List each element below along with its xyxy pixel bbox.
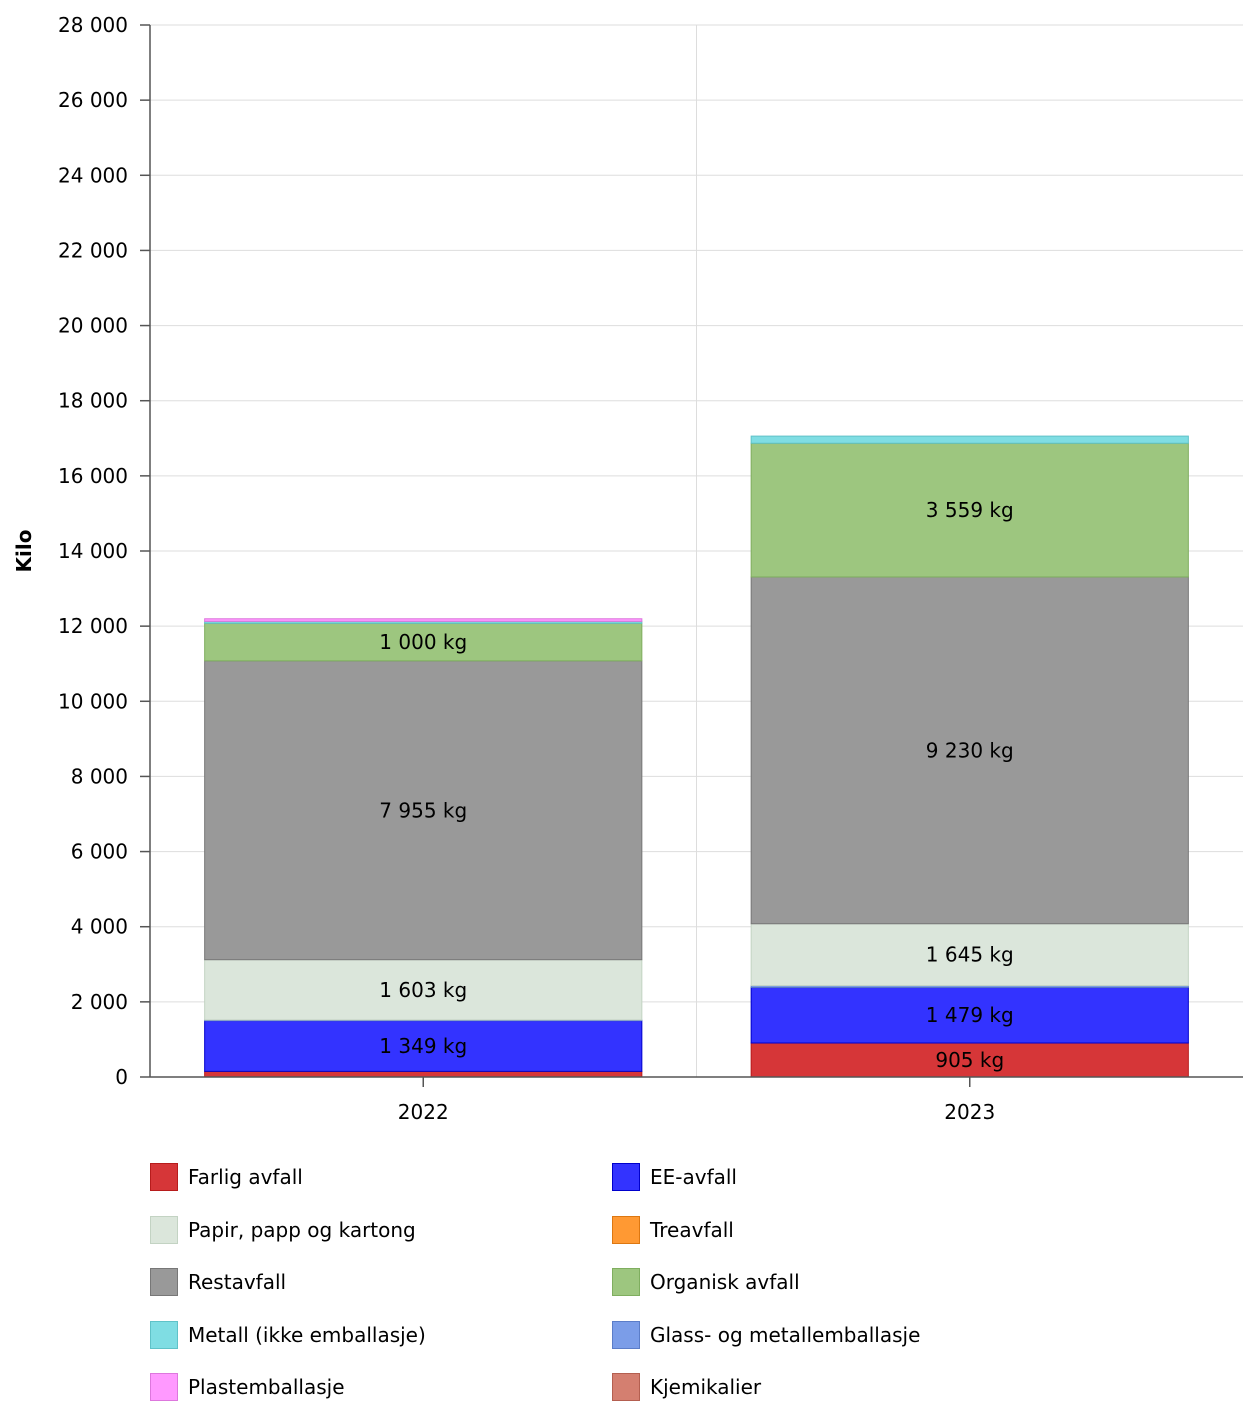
y-tick-label: 10 000 xyxy=(58,689,128,713)
legend-item[interactable]: EE-avfall xyxy=(612,1160,737,1194)
bar-segment xyxy=(204,660,643,961)
legend-swatch xyxy=(612,1215,640,1244)
bar-segment xyxy=(204,1020,643,1072)
legend-swatch xyxy=(150,1373,178,1401)
data-label: 1 479 kg xyxy=(926,1003,1014,1027)
legend-label: Glass- og metallemballasje xyxy=(650,1322,921,1347)
y-tick-label: 4 000 xyxy=(71,915,128,939)
x-tick-label: 2022 xyxy=(398,1100,449,1124)
legend-item[interactable]: Kjemikalier xyxy=(612,1370,761,1404)
legend-label: EE-avfall xyxy=(650,1165,737,1189)
legend-swatch xyxy=(150,1163,178,1191)
y-tick-label: 18 000 xyxy=(58,389,128,413)
legend-item[interactable]: Papir, papp og kartong xyxy=(150,1213,416,1247)
data-label: 1 603 kg xyxy=(379,978,467,1002)
legend-item[interactable]: Glass- og metallemballasje xyxy=(612,1318,920,1352)
y-tick-label: 24 000 xyxy=(58,163,128,187)
y-tick-label: 26 000 xyxy=(58,88,128,112)
legend-swatch xyxy=(612,1373,640,1401)
legend-item[interactable]: Plastemballasje xyxy=(150,1370,345,1404)
data-label: 3 559 kg xyxy=(926,498,1014,522)
bar-segment xyxy=(204,618,643,622)
bar-segment xyxy=(204,622,643,662)
legend-swatch xyxy=(150,1320,178,1349)
legend-item[interactable]: Metall (ikke emballasje) xyxy=(150,1318,426,1352)
bar-segment xyxy=(750,1042,1189,1078)
legend-label: Restavfall xyxy=(188,1270,287,1294)
y-tick-label: 12 000 xyxy=(58,614,128,638)
data-label: 1 349 kg xyxy=(379,1034,467,1058)
legend-swatch xyxy=(612,1320,640,1349)
y-tick-label: 20 000 xyxy=(58,314,128,338)
data-label: 7 955 kg xyxy=(379,798,467,822)
legend-label: Organisk avfall xyxy=(650,1270,800,1294)
stacked-bar-chart: 0 2 000 4 000 6 000 8 000 10 000 12 000 14 000 1… xyxy=(12,13,1243,1124)
y-tick-label: 14 000 xyxy=(58,539,128,563)
y-tick-label: 0 xyxy=(115,1065,128,1089)
bar-segment xyxy=(204,1070,643,1078)
data-label: 9 230 kg xyxy=(926,738,1014,762)
legend-item[interactable]: Farlig avfall xyxy=(150,1160,303,1194)
legend-label: Plastemballasje xyxy=(188,1375,345,1399)
legend-label: Kjemikalier xyxy=(650,1375,762,1399)
y-tick-label: 6 000 xyxy=(71,840,128,864)
y-tick-label: 16 000 xyxy=(58,464,128,488)
legend-swatch xyxy=(150,1268,178,1296)
legend-swatch xyxy=(150,1215,178,1244)
bar-segment xyxy=(750,986,1189,1044)
bar-segment xyxy=(750,435,1189,444)
y-tick-label: 28 000 xyxy=(58,13,128,37)
x-tick-label: 2023 xyxy=(944,1100,995,1124)
data-label: 1 645 kg xyxy=(926,943,1014,967)
data-label: 905 kg xyxy=(935,1048,1004,1072)
legend-swatch xyxy=(612,1163,640,1191)
legend-label: Treavfall xyxy=(650,1217,734,1242)
legend-label: Metall (ikke emballasje) xyxy=(188,1322,426,1347)
y-axis-title: Kilo xyxy=(12,530,36,573)
legend-swatch xyxy=(612,1268,640,1296)
y-tick-label: 8 000 xyxy=(71,764,128,788)
legend-item[interactable]: Treavfall xyxy=(612,1213,734,1247)
legend-label: Farlig avfall xyxy=(188,1165,303,1189)
legend-item[interactable]: Restavfall xyxy=(150,1265,286,1299)
y-tick-label: 2 000 xyxy=(71,990,128,1014)
legend-item[interactable]: Organisk avfall xyxy=(612,1265,800,1299)
y-tick-label: 22 000 xyxy=(58,238,128,262)
bar-segment xyxy=(750,923,1189,987)
legend-label: Papir, papp og kartong xyxy=(188,1217,416,1242)
data-label: 1 000 kg xyxy=(379,630,467,654)
bar-segment xyxy=(204,959,643,1021)
